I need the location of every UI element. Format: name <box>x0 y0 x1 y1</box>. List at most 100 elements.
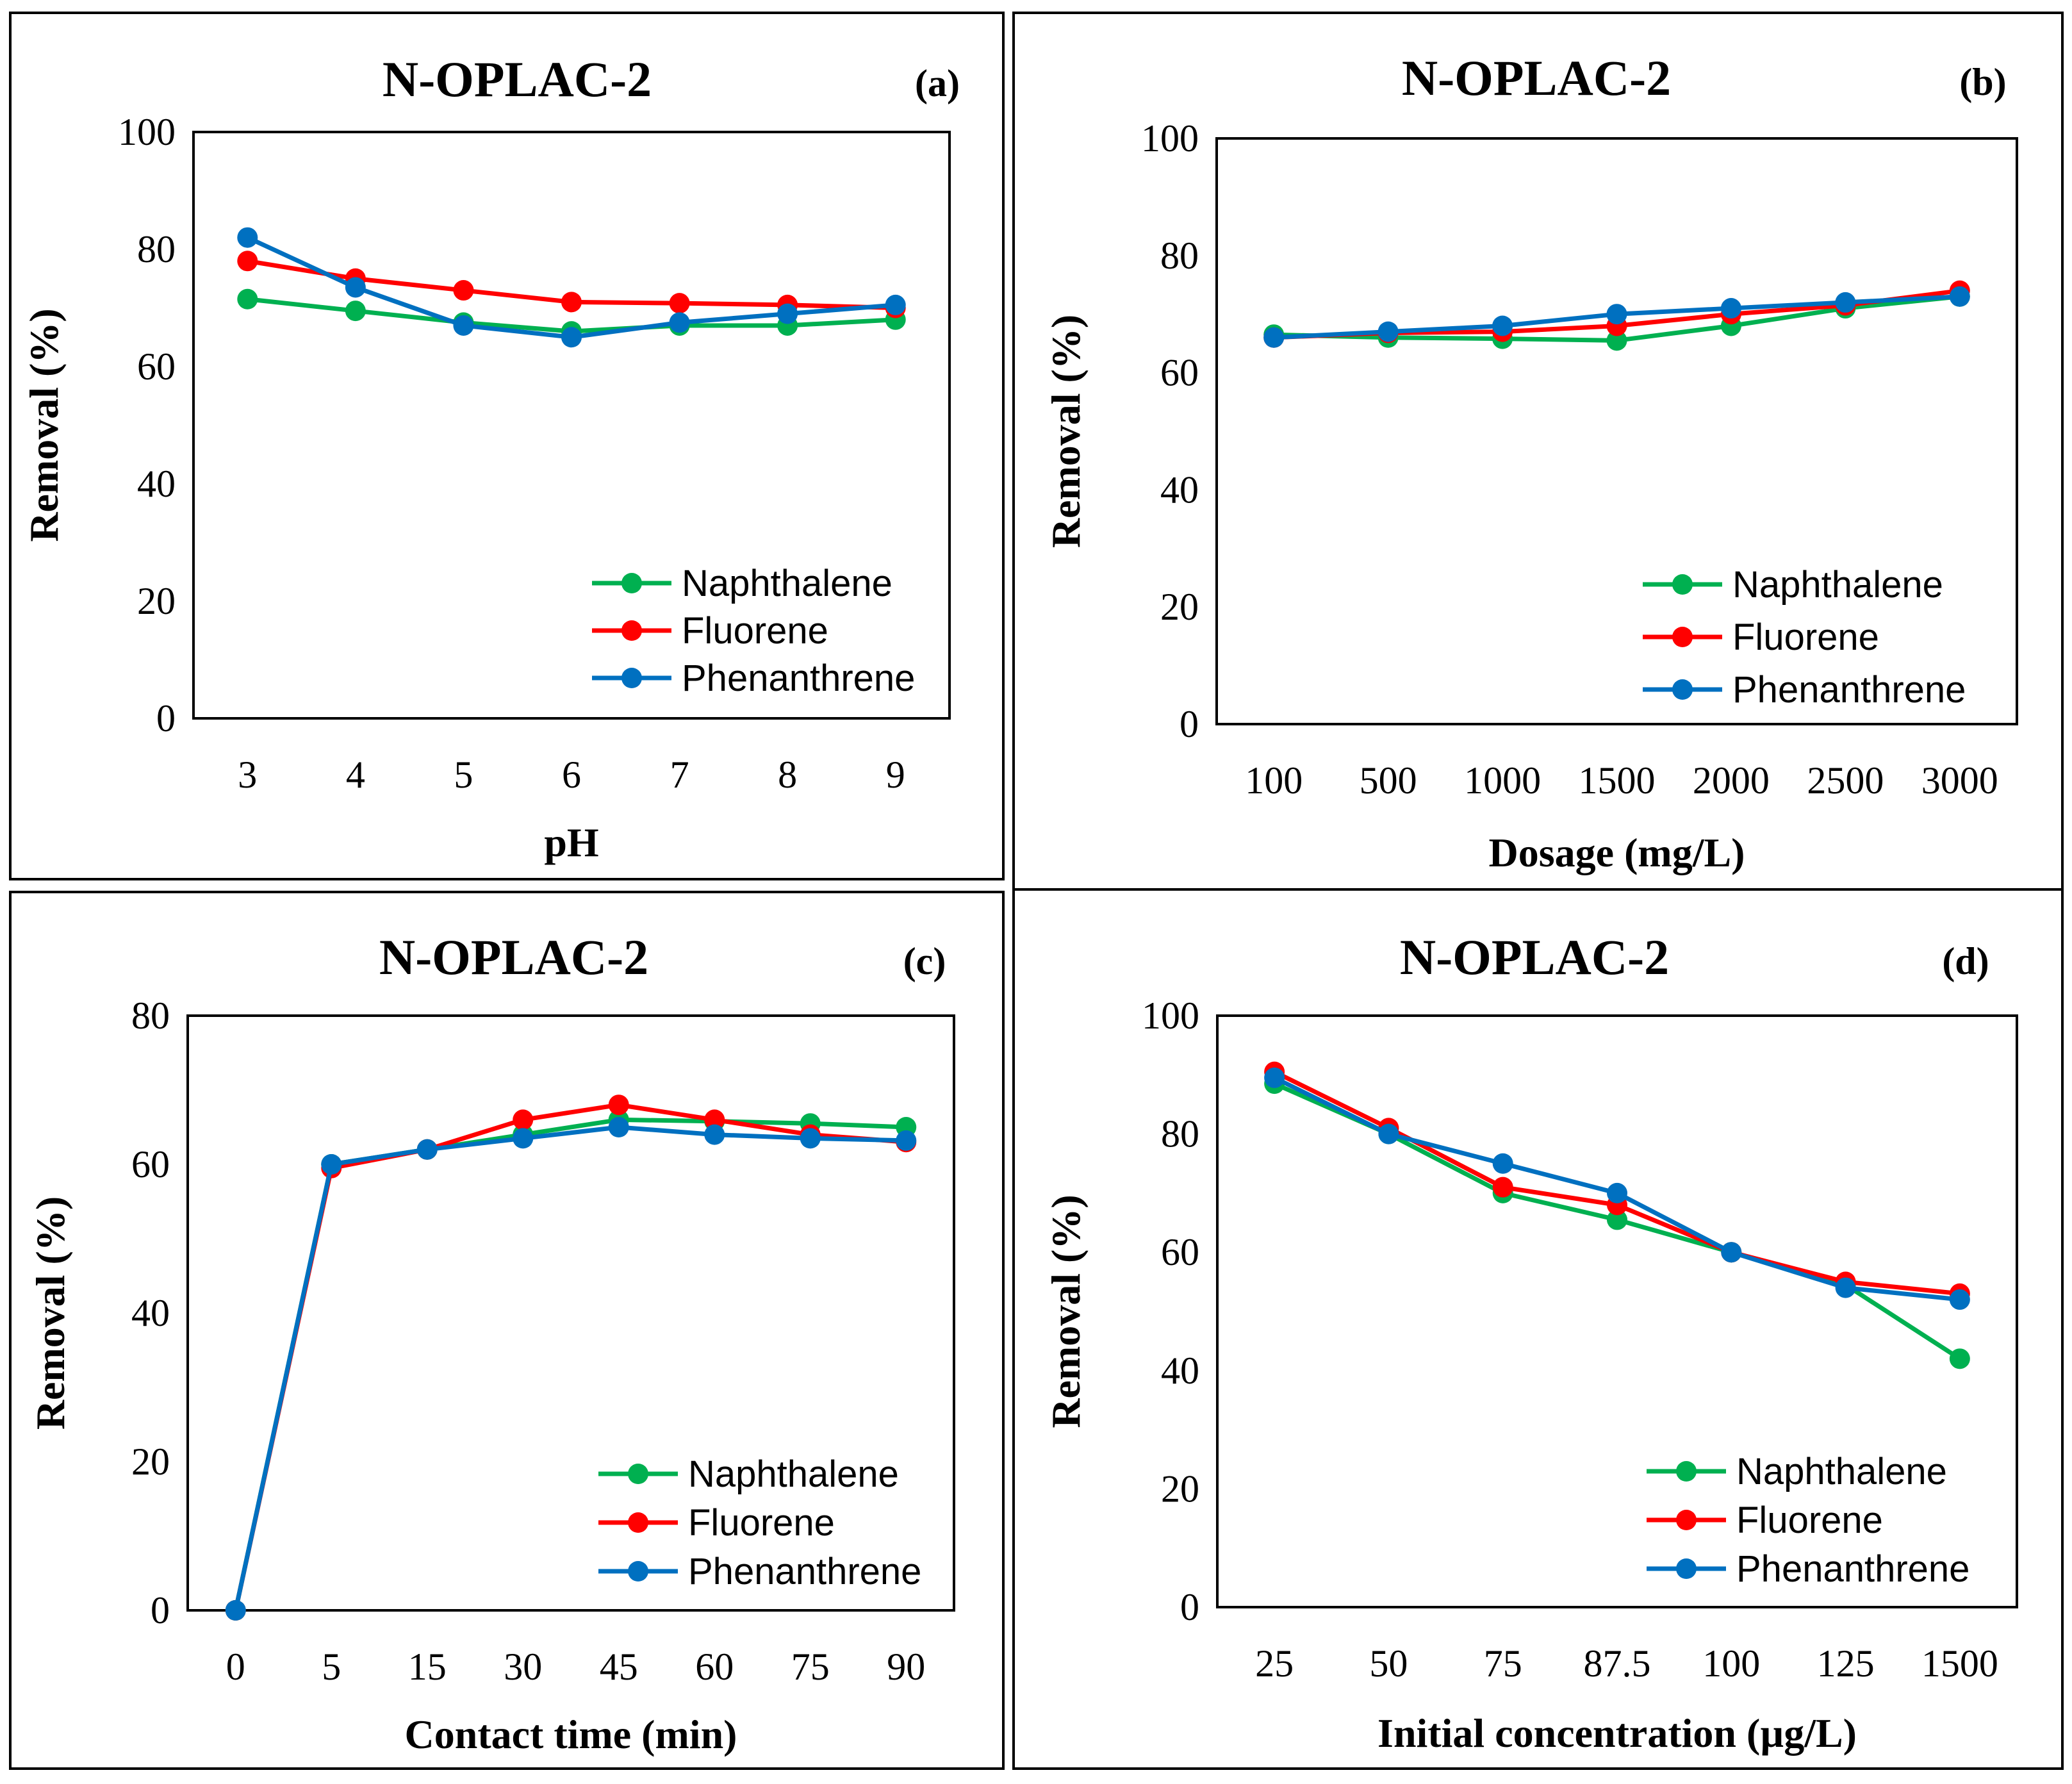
legend-swatch-marker <box>621 668 642 688</box>
data-point <box>1607 1182 1627 1203</box>
x-tick-label: 45 <box>600 1646 638 1688</box>
legend-item: Phenanthrene <box>1643 669 1966 711</box>
chart-title: N-OPLAC-2 <box>1400 929 1669 985</box>
series-line <box>233 1102 907 1611</box>
data-point <box>1492 1177 1513 1198</box>
data-point <box>1949 1289 1970 1310</box>
legend-item: Phenanthrene <box>598 1551 921 1592</box>
legend-item: Fluorene <box>598 1502 835 1544</box>
x-tick-label: 25 <box>1255 1642 1294 1685</box>
y-tick-label: 20 <box>131 1441 170 1483</box>
y-tick-label: 80 <box>1161 1113 1199 1155</box>
y-tick-label: 40 <box>1161 1350 1199 1392</box>
legend-label: Naphthalene <box>682 563 892 604</box>
x-tick-label: 5 <box>322 1646 341 1688</box>
data-point <box>1263 327 1285 348</box>
legend-item: Naphthalene <box>1647 1451 1947 1492</box>
legend-item: Naphthalene <box>1643 564 1943 606</box>
legend-label: Naphthalene <box>688 1453 899 1495</box>
legend-swatch-marker <box>1676 1558 1697 1579</box>
plot-area <box>192 131 951 720</box>
x-axis-label: pH <box>544 820 598 865</box>
y-tick-label: 100 <box>1141 117 1199 160</box>
legend: Naphthalene Fluorene Phenanthrene <box>1647 1451 1969 1590</box>
legend-label: Fluorene <box>1736 1499 1883 1541</box>
legend-label: Naphthalene <box>1732 564 1943 606</box>
legend-swatch-marker <box>628 1561 648 1582</box>
data-point <box>453 280 474 301</box>
legend: Naphthalene Fluorene Phenanthrene <box>592 563 915 699</box>
data-point <box>1377 321 1399 342</box>
data-point <box>1949 286 1970 307</box>
x-tick-label: 30 <box>504 1646 542 1688</box>
legend-swatch-marker <box>621 573 642 593</box>
legend: Naphthalene Fluorene Phenanthrene <box>598 1453 921 1592</box>
x-tick-label: 2500 <box>1807 759 1884 802</box>
data-point <box>1606 304 1627 325</box>
panel-border <box>9 12 1005 880</box>
data-point <box>561 292 582 313</box>
series-phenanthrene <box>1264 1067 1970 1310</box>
legend-label: Phenanthrene <box>682 657 915 699</box>
x-tick-label: 4 <box>346 754 365 796</box>
data-point <box>1264 1067 1285 1088</box>
x-tick-label: 5 <box>454 754 473 796</box>
legend-label: Fluorene <box>1732 616 1879 658</box>
y-tick-label: 40 <box>131 1292 170 1334</box>
x-tick-label: 1500 <box>1921 1642 1998 1685</box>
legend-item: Phenanthrene <box>592 657 915 699</box>
legend-item: Fluorene <box>592 610 828 652</box>
data-point <box>345 277 366 298</box>
data-point <box>453 315 474 336</box>
x-tick-label: 75 <box>791 1646 830 1688</box>
y-tick-label: 40 <box>137 463 176 505</box>
x-tick-label: 500 <box>1360 759 1417 802</box>
legend-label: Phenanthrene <box>688 1551 921 1592</box>
x-tick-label: 7 <box>670 754 689 796</box>
x-tick-label: 75 <box>1484 1642 1522 1685</box>
x-tick-label: 60 <box>695 1646 734 1688</box>
data-point <box>1835 1277 1856 1298</box>
y-tick-label: 20 <box>1161 1467 1199 1510</box>
panel-border <box>9 891 1005 1770</box>
y-tick-label: 20 <box>1160 586 1199 628</box>
data-point <box>321 1154 342 1175</box>
data-point <box>1606 330 1627 351</box>
legend-label: Phenanthrene <box>1736 1548 1969 1590</box>
x-tick-label: 0 <box>226 1646 245 1688</box>
x-axis-label: Dosage (mg/L) <box>1489 830 1745 875</box>
series-phenanthrene <box>225 1117 917 1621</box>
legend-label: Fluorene <box>682 610 828 652</box>
chart-title: N-OPLAC-2 <box>1402 50 1671 106</box>
y-tick-label: 60 <box>1160 352 1199 394</box>
data-point <box>704 1124 725 1145</box>
x-tick-label: 2000 <box>1693 759 1770 802</box>
data-point <box>1835 292 1856 313</box>
chart-panel-c: N-OPLAC-2 (c) 0 20 40 60 80 0 5 15 30 45 60 75 90 Conta… <box>9 891 1005 1770</box>
data-point <box>704 1109 725 1130</box>
y-axis-label: Removal (%) <box>1043 315 1089 548</box>
data-point <box>237 251 258 272</box>
panel-label: (c) <box>903 940 946 982</box>
legend-item: Phenanthrene <box>1647 1548 1969 1590</box>
y-tick-label: 20 <box>137 580 176 622</box>
y-tick-label: 80 <box>137 228 176 270</box>
data-point <box>608 1117 629 1137</box>
legend-swatch-marker <box>628 1464 648 1484</box>
y-tick-label: 60 <box>131 1143 170 1185</box>
legend-swatch-marker <box>1672 574 1693 595</box>
y-axis-label: Removal (%) <box>1043 1194 1089 1428</box>
data-point <box>669 293 690 314</box>
data-point <box>237 288 258 310</box>
y-tick-label: 100 <box>1142 995 1199 1037</box>
series-line <box>233 1125 907 1611</box>
data-point <box>345 301 366 322</box>
data-point <box>237 227 258 248</box>
series-phenanthrene <box>237 227 906 348</box>
legend-swatch-marker <box>628 1512 648 1533</box>
x-tick-label: 15 <box>408 1646 447 1688</box>
data-point <box>416 1139 438 1160</box>
legend-label: Phenanthrene <box>1732 669 1966 711</box>
data-point <box>1720 298 1741 319</box>
data-point <box>561 327 582 348</box>
